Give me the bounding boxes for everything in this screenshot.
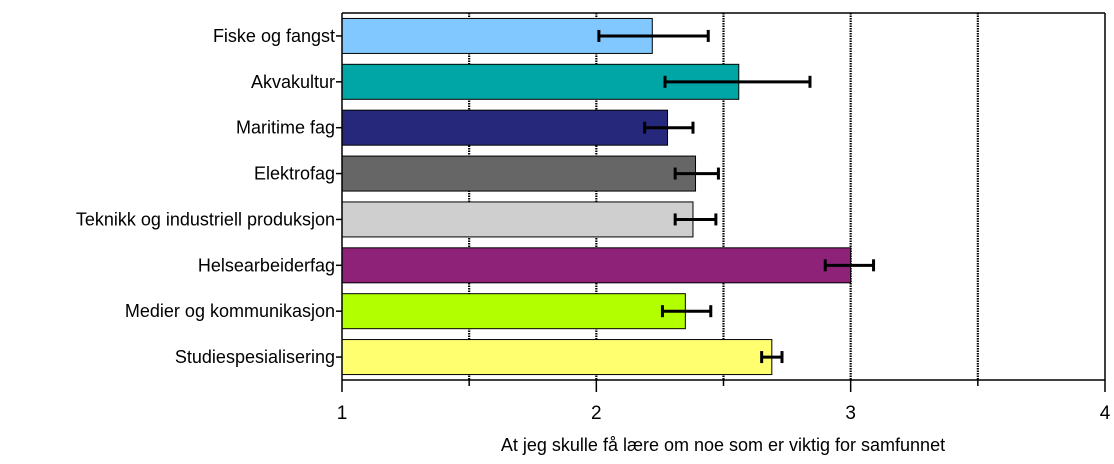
category-label: Elektrofag <box>254 164 335 184</box>
category-label: Teknikk og industriell produksjon <box>76 209 335 229</box>
category-label: Akvakultur <box>251 72 335 92</box>
x-tick-label: 1 <box>337 403 348 424</box>
bar <box>341 247 852 284</box>
x-tick-label: 2 <box>591 403 602 424</box>
category-label: Helsearbeiderfag <box>198 255 335 275</box>
category-label: Fiske og fangst <box>213 26 335 46</box>
error-bars <box>597 29 876 364</box>
x-tick-label: 4 <box>1100 403 1111 424</box>
bar <box>341 293 686 330</box>
bar <box>341 201 694 238</box>
category-label: Medier og kommunikasjon <box>125 301 335 321</box>
bar <box>341 339 773 376</box>
axes <box>336 12 1106 392</box>
category-labels: Fiske og fangst Akvakultur Maritime fag Ele… <box>76 26 335 367</box>
category-label: Studiespesialisering <box>175 347 335 367</box>
bar <box>341 155 697 192</box>
x-tick-label: 3 <box>845 403 856 424</box>
bar <box>341 109 669 146</box>
x-tick-labels: 1 2 3 4 <box>337 403 1111 424</box>
category-label: Maritime fag <box>236 118 335 138</box>
x-axis-title: At jeg skulle få lære om noe som er vikt… <box>501 435 945 455</box>
